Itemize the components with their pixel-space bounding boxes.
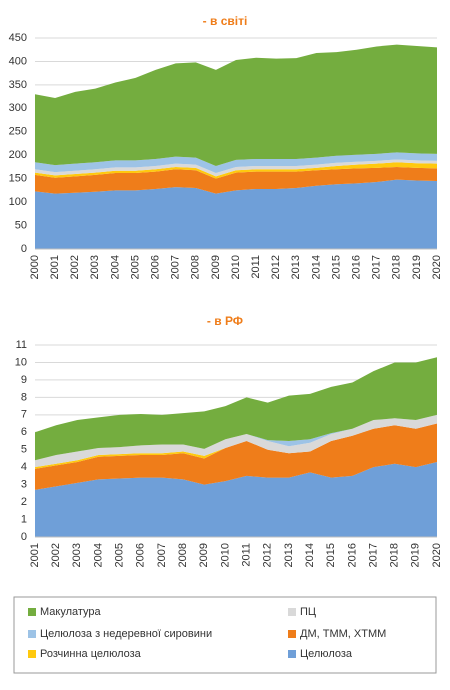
x-tick-label: 2019 (411, 255, 423, 279)
x-tick-label: 2010 (219, 543, 231, 567)
area (35, 461, 437, 537)
area (35, 162, 437, 179)
legend-swatch (28, 630, 36, 638)
x-tick-label: 2014 (304, 543, 316, 567)
x-tick-label: 2003 (71, 543, 83, 567)
x-tick-label: 2010 (230, 255, 242, 279)
x-tick-label: 2017 (367, 543, 379, 567)
x-tick-label: 2009 (210, 255, 222, 279)
y-tick-label: 450 (9, 32, 27, 44)
x-tick-label: 2002 (50, 543, 62, 567)
area (35, 423, 437, 490)
y-tick-label: 5 (21, 444, 27, 456)
x-tick-label: 2011 (250, 255, 262, 279)
x-tick-label: 2002 (69, 255, 81, 279)
x-tick-label: 2016 (346, 543, 358, 567)
x-tick-label: 2018 (391, 255, 403, 279)
y-tick-label: 350 (9, 79, 27, 91)
x-tick-label: 2011 (240, 543, 252, 567)
y-tick-label: 100 (9, 196, 27, 208)
x-tick-label: 2004 (109, 255, 121, 279)
x-tick-label: 2017 (371, 255, 383, 279)
area (35, 159, 437, 177)
x-tick-label: 2004 (92, 543, 104, 567)
x-tick-label: 2005 (129, 255, 141, 279)
x-tick-label: 2014 (310, 255, 322, 279)
x-tick-label: 2015 (325, 543, 337, 567)
y-tick-label: 6 (21, 426, 27, 438)
y-tick-label: 0 (21, 243, 27, 255)
chart-title: - в світі (203, 14, 248, 28)
area (35, 179, 437, 249)
area (35, 166, 437, 194)
x-tick-label: 2019 (410, 543, 422, 567)
x-tick-label: 2012 (262, 543, 274, 567)
x-tick-label: 2001 (29, 543, 41, 567)
legend-swatch (288, 650, 296, 658)
legend-label: Целюлоза з недеревної сировини (40, 628, 212, 640)
area (35, 357, 437, 461)
x-tick-label: 2001 (49, 255, 61, 279)
y-tick-label: 250 (9, 126, 27, 138)
x-tick-label: 2000 (29, 255, 41, 279)
x-tick-label: 2008 (190, 255, 202, 279)
y-tick-label: 150 (9, 173, 27, 185)
x-tick-label: 2007 (170, 255, 182, 279)
area (35, 44, 437, 167)
y-tick-label: 10 (15, 356, 27, 368)
x-tick-label: 2020 (431, 255, 443, 279)
legend-swatch (288, 630, 296, 638)
x-tick-label: 2005 (114, 543, 126, 567)
area (35, 152, 437, 174)
y-tick-label: 9 (21, 374, 27, 386)
legend-box (13, 596, 437, 674)
legend-label: Розчинна целюлоза (40, 648, 142, 660)
x-tick-label: 2006 (150, 255, 162, 279)
x-tick-label: 2016 (351, 255, 363, 279)
y-tick-label: 1 (21, 513, 27, 525)
y-tick-label: 7 (21, 409, 27, 421)
x-tick-label: 2015 (330, 255, 342, 279)
y-tick-label: 8 (21, 391, 27, 403)
x-tick-label: 2020 (431, 543, 443, 567)
legend-swatch (28, 650, 36, 658)
x-tick-label: 2003 (89, 255, 101, 279)
area (35, 414, 437, 468)
y-tick-label: 300 (9, 102, 27, 114)
legend-label: Целюлоза (300, 648, 353, 660)
legend-swatch (28, 608, 36, 616)
x-tick-label: 2013 (283, 543, 295, 567)
x-tick-label: 2008 (177, 543, 189, 567)
x-tick-label: 2006 (135, 543, 147, 567)
x-tick-label: 2007 (156, 543, 168, 567)
legend-label: ДМ, ТММ, ХТММ (300, 628, 386, 640)
legend-label: ПЦ (300, 606, 316, 618)
y-tick-label: 50 (15, 219, 27, 231)
y-tick-label: 11 (16, 339, 27, 351)
y-tick-label: 2 (21, 496, 27, 508)
y-tick-label: 0 (21, 531, 27, 543)
x-tick-label: 2013 (290, 255, 302, 279)
y-tick-label: 3 (21, 479, 27, 491)
chart-title: - в РФ (207, 314, 243, 328)
legend-label: Макулатура (40, 606, 102, 618)
y-tick-label: 400 (9, 55, 27, 67)
legend-swatch (288, 608, 296, 616)
x-tick-label: 2012 (270, 255, 282, 279)
x-tick-label: 2018 (389, 543, 401, 567)
y-tick-label: 200 (9, 149, 27, 161)
y-tick-label: 4 (21, 461, 27, 473)
x-tick-label: 2009 (198, 543, 210, 567)
